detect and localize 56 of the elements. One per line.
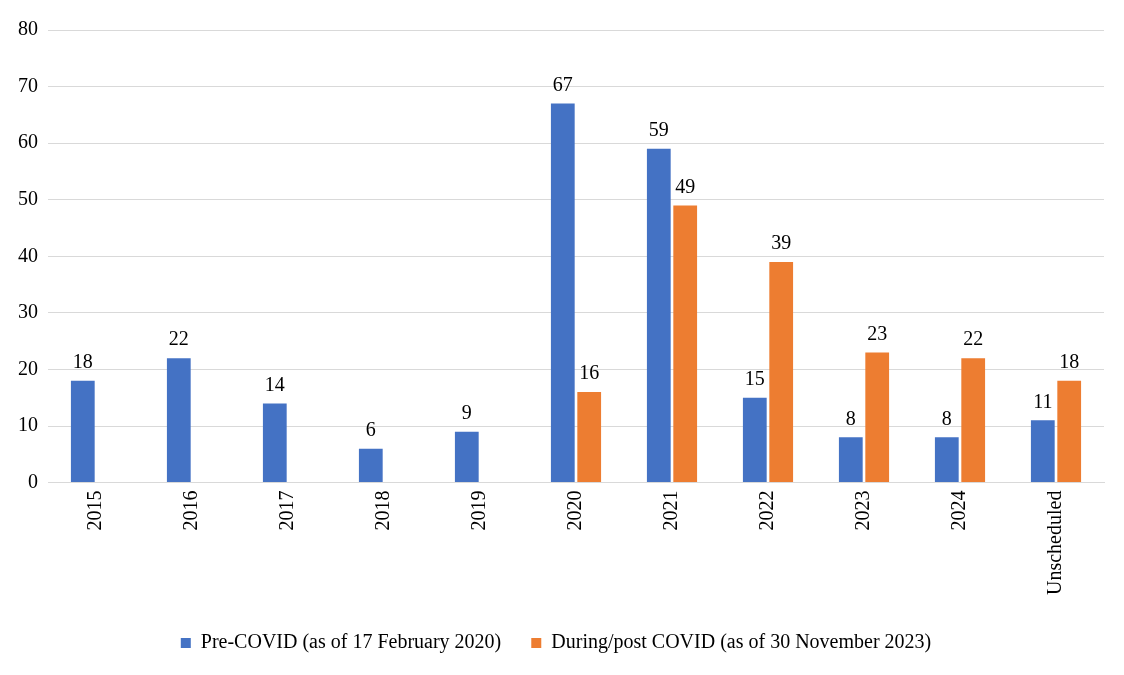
x-tick-label: 2024	[947, 490, 970, 531]
data-label: 15	[744, 366, 765, 389]
x-tick-label: 2015	[83, 490, 106, 531]
legend-label: Pre-COVID (as of 17 February 2020)	[200, 630, 502, 654]
data-label: 9	[461, 400, 472, 423]
x-tick-label: 2023	[851, 490, 874, 531]
bar	[769, 261, 794, 483]
data-label: 23	[867, 321, 888, 344]
bar	[742, 397, 767, 483]
data-label: 18	[72, 350, 93, 372]
bar	[166, 358, 191, 483]
bar	[961, 358, 986, 483]
data-label: 59	[648, 118, 669, 141]
data-label: 22	[168, 327, 189, 350]
data-label: 14	[264, 372, 285, 395]
y-tick-label: 10	[18, 413, 38, 436]
bar	[70, 380, 95, 483]
y-tick-label: 60	[18, 130, 38, 153]
x-tick-label: Unscheduled	[1043, 490, 1066, 596]
y-tick-label: 80	[18, 17, 38, 40]
bar	[865, 352, 890, 483]
bar	[262, 403, 287, 483]
legend-label: During/post COVID (as of 30 November 2023)	[551, 630, 932, 654]
data-label: 16	[579, 361, 600, 384]
y-tick-label: 40	[18, 243, 38, 266]
bar	[646, 148, 671, 483]
x-tick-label: 2020	[563, 490, 586, 531]
data-label: 18	[1059, 350, 1080, 372]
bar	[838, 437, 863, 483]
x-tick-label: 2017	[275, 490, 298, 531]
x-tick-label: 2016	[179, 490, 202, 531]
data-label: 67	[552, 72, 573, 95]
data-label: 8	[941, 406, 952, 429]
y-tick-label: 70	[18, 73, 38, 96]
data-label: 39	[771, 231, 792, 254]
x-tick-label: 2021	[659, 490, 682, 531]
y-tick-label: 30	[18, 300, 38, 323]
data-label: 6	[365, 417, 376, 440]
x-tick-label: 2019	[467, 490, 490, 531]
bar	[1057, 380, 1082, 483]
y-tick-label: 20	[18, 356, 38, 379]
x-tick-label: 2018	[371, 490, 394, 531]
data-label: 11	[1033, 389, 1053, 412]
y-tick-label: 0	[28, 469, 38, 492]
data-label: 8	[845, 406, 856, 429]
data-label: 49	[675, 174, 696, 197]
bar	[577, 392, 602, 483]
bar	[673, 205, 698, 483]
bar	[1030, 420, 1055, 483]
y-tick-label: 50	[18, 186, 38, 209]
bar	[454, 431, 479, 483]
data-label: 22	[963, 327, 984, 350]
x-tick-label: 2022	[755, 490, 778, 531]
bar	[934, 437, 959, 483]
bar	[550, 103, 575, 483]
bar	[358, 448, 383, 483]
